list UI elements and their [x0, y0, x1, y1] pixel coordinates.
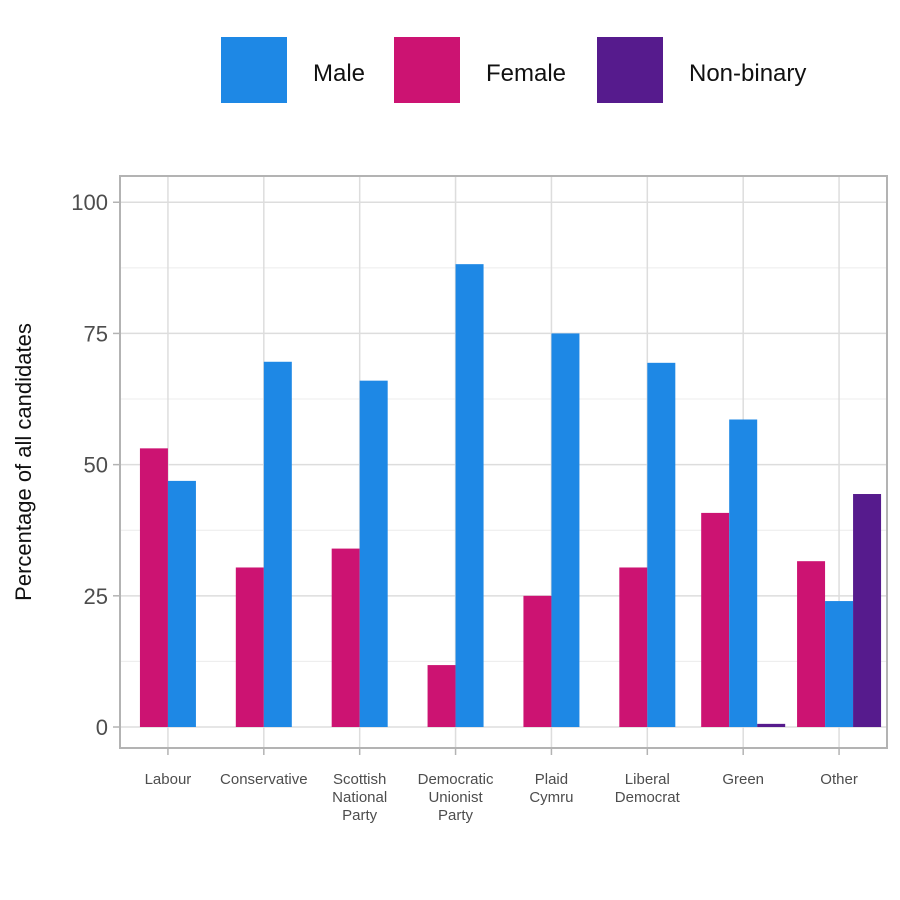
x-tick-label: Democratic Unionist Party	[418, 771, 494, 824]
x-tick-label: Plaid Cymru	[529, 771, 573, 806]
y-tick-label: 75	[84, 321, 108, 346]
bar-female	[619, 567, 648, 728]
x-tick-label: Scottish National Party	[332, 771, 387, 824]
x-axis-ticks: Labour Conservative Scottish National Party D…	[145, 748, 858, 824]
legend-key-female	[394, 37, 460, 103]
y-tick-label: 100	[71, 190, 108, 215]
plot-border	[119, 175, 888, 749]
bar-male	[729, 419, 758, 728]
bar-female	[139, 448, 168, 728]
legend-label-male: Male	[313, 60, 365, 87]
bar-non-binary	[757, 723, 786, 728]
x-tick-label: Other	[820, 771, 858, 788]
bar-female	[523, 595, 552, 728]
bar-female	[701, 512, 730, 728]
y-tick-label: 0	[96, 715, 108, 740]
y-tick-label: 25	[84, 584, 108, 609]
bar-non-binary	[853, 494, 882, 728]
x-tick-label: Conservative	[220, 771, 308, 788]
y-tick-label: 50	[84, 453, 108, 478]
bar-female	[235, 567, 264, 728]
bar-female	[331, 548, 360, 728]
plot-panel	[120, 176, 887, 748]
y-axis-ticks: 0 25 50 75 100	[71, 190, 120, 740]
bar-male	[455, 264, 484, 728]
legend-key-male	[221, 37, 287, 103]
x-tick-label: Labour	[145, 771, 192, 788]
bar-male	[825, 601, 854, 728]
legend-label-non-binary: Non-binary	[689, 60, 806, 87]
bar-female	[797, 561, 826, 728]
bar-male	[263, 361, 292, 728]
y-axis-title: Percentage of all candidates	[11, 323, 36, 601]
legend: Male Female Non-binary	[221, 37, 806, 103]
legend-key-non-binary	[597, 37, 663, 103]
bar-male	[551, 333, 580, 728]
bars	[139, 264, 882, 728]
bar-male	[167, 480, 196, 728]
x-tick-label: Liberal Democrat	[615, 771, 681, 806]
bar-female	[427, 665, 456, 728]
bar-male	[359, 380, 388, 728]
x-tick-label: Green	[722, 771, 764, 788]
legend-label-female: Female	[486, 60, 566, 87]
bar-male	[647, 362, 676, 728]
